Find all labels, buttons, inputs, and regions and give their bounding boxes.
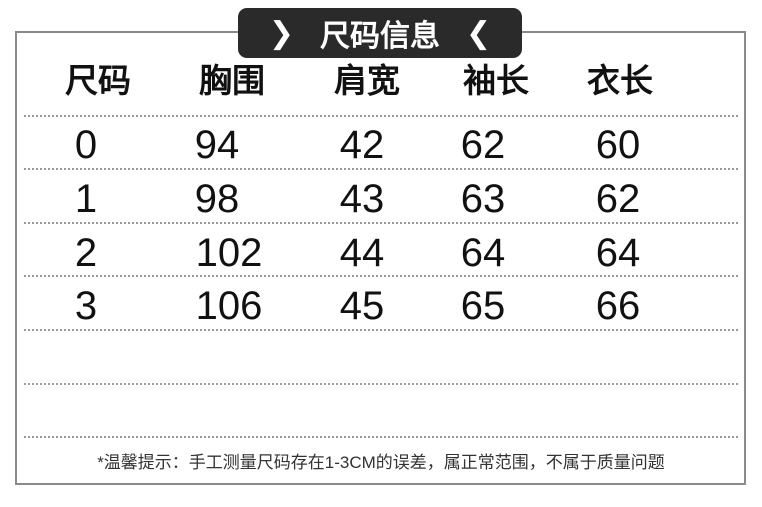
divider	[24, 115, 738, 117]
divider	[24, 168, 738, 170]
chevron-right-icon: ❯	[268, 16, 294, 50]
cell-chest: 102	[195, 231, 263, 275]
measurement-note: *温馨提示：手工测量尺码存在1-3CM的误差，属正常范围，不属于质量问题	[97, 453, 665, 472]
cell-length: 64	[595, 231, 641, 275]
table-row: 0 94 42 62 60	[0, 120, 762, 170]
cell-size: 1	[74, 177, 98, 221]
header-chest: 胸围	[199, 62, 265, 99]
divider	[24, 222, 738, 224]
cell-length: 62	[595, 177, 641, 221]
table-row: 3 106 45 65 66	[0, 281, 762, 331]
header-sleeve: 袖长	[463, 62, 529, 99]
cell-size: 3	[74, 284, 98, 328]
cell-chest: 106	[195, 284, 263, 328]
divider	[24, 383, 738, 385]
cell-sleeve: 65	[460, 284, 506, 328]
cell-length: 66	[595, 284, 641, 328]
title-badge: ❯ 尺码信息 ❮	[238, 8, 522, 58]
cell-shoulder: 44	[339, 231, 385, 275]
chevron-left-icon: ❮	[466, 16, 492, 50]
cell-chest: 94	[194, 123, 240, 167]
header-shoulder: 肩宽	[334, 62, 400, 99]
cell-shoulder: 43	[339, 177, 385, 221]
divider	[24, 436, 738, 438]
page-title: 尺码信息	[320, 20, 440, 53]
cell-chest: 98	[194, 177, 240, 221]
cell-sleeve: 63	[460, 177, 506, 221]
header-size: 尺码	[65, 62, 131, 99]
table-row: 1 98 43 63 62	[0, 174, 762, 224]
divider	[24, 275, 738, 277]
header-length: 衣长	[587, 62, 653, 99]
divider	[24, 329, 738, 331]
table-row: 2 102 44 64 64	[0, 228, 762, 278]
cell-length: 60	[595, 123, 641, 167]
cell-size: 0	[74, 123, 98, 167]
cell-size: 2	[74, 231, 98, 275]
table-header: 尺码 胸围 肩宽 袖长 衣长	[0, 56, 762, 106]
cell-sleeve: 62	[460, 123, 506, 167]
cell-shoulder: 45	[339, 284, 385, 328]
cell-sleeve: 64	[460, 231, 506, 275]
cell-shoulder: 42	[339, 123, 385, 167]
